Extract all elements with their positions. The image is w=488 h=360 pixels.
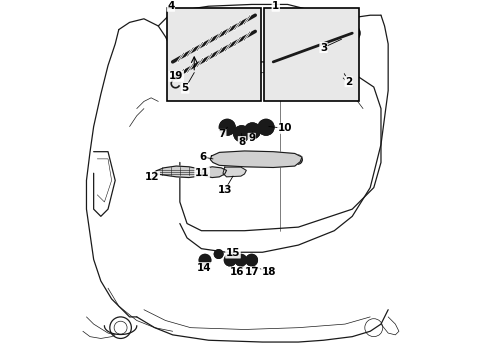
- Circle shape: [249, 258, 254, 263]
- Text: 1: 1: [271, 1, 279, 11]
- Circle shape: [238, 156, 243, 161]
- Circle shape: [245, 255, 257, 266]
- Circle shape: [238, 258, 243, 263]
- Circle shape: [344, 25, 360, 41]
- Circle shape: [174, 87, 177, 90]
- Circle shape: [263, 157, 268, 162]
- Circle shape: [199, 255, 210, 266]
- Circle shape: [216, 154, 225, 164]
- Text: 14: 14: [197, 263, 211, 273]
- Text: 6: 6: [199, 152, 206, 162]
- Text: 9: 9: [247, 134, 255, 143]
- Circle shape: [219, 120, 235, 135]
- Text: 7: 7: [218, 130, 225, 139]
- Text: 2: 2: [345, 77, 351, 87]
- Circle shape: [285, 157, 289, 162]
- Text: 13: 13: [217, 185, 231, 195]
- Circle shape: [295, 157, 300, 162]
- Circle shape: [348, 30, 355, 37]
- Circle shape: [227, 258, 232, 263]
- Circle shape: [233, 126, 249, 141]
- Circle shape: [224, 125, 229, 130]
- Circle shape: [202, 258, 207, 263]
- Text: 11: 11: [195, 167, 209, 177]
- Polygon shape: [223, 167, 246, 177]
- Text: 16: 16: [229, 267, 244, 277]
- Polygon shape: [201, 167, 226, 177]
- Circle shape: [244, 123, 260, 139]
- Circle shape: [214, 250, 223, 258]
- Circle shape: [224, 255, 235, 266]
- Circle shape: [235, 255, 246, 266]
- Circle shape: [258, 120, 273, 135]
- Circle shape: [261, 154, 270, 164]
- Bar: [167, 8, 260, 102]
- Text: 19: 19: [169, 71, 183, 81]
- Circle shape: [221, 168, 227, 175]
- Circle shape: [249, 129, 254, 133]
- Text: 15: 15: [225, 248, 240, 258]
- Text: 12: 12: [144, 172, 159, 182]
- Circle shape: [239, 131, 244, 136]
- Bar: [264, 8, 359, 102]
- Polygon shape: [210, 151, 302, 167]
- Circle shape: [218, 157, 223, 162]
- Text: 8: 8: [238, 137, 245, 147]
- Text: 4: 4: [167, 1, 174, 11]
- Circle shape: [292, 155, 302, 164]
- Polygon shape: [154, 166, 203, 177]
- Text: 3: 3: [319, 42, 326, 53]
- Circle shape: [283, 155, 292, 164]
- Text: 17: 17: [244, 267, 259, 277]
- Text: 10: 10: [277, 123, 292, 133]
- Circle shape: [236, 154, 245, 163]
- Text: 18: 18: [261, 267, 276, 277]
- Text: 5: 5: [181, 83, 188, 93]
- Circle shape: [263, 125, 268, 130]
